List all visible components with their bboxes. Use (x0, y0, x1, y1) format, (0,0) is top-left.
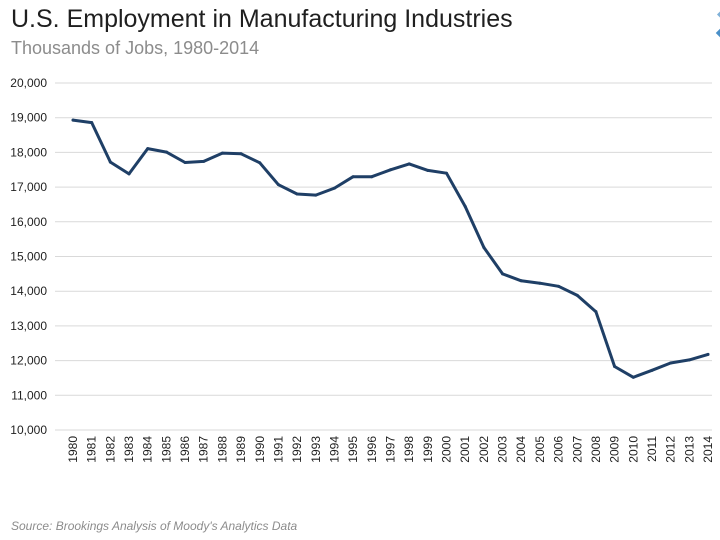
data-point (426, 168, 430, 172)
x-tick-label: 2008 (589, 436, 603, 463)
data-point (575, 293, 579, 297)
x-tick-label: 1990 (253, 436, 267, 463)
y-tick-label: 12,000 (10, 354, 47, 368)
data-point (276, 183, 280, 187)
grid-layer (55, 82, 712, 431)
series-layer (71, 118, 710, 379)
x-tick-label: 1984 (141, 436, 155, 463)
data-point (687, 358, 691, 362)
data-point (669, 361, 673, 365)
y-tick-label: 19,000 (10, 111, 47, 125)
x-tick-label: 1994 (327, 436, 341, 463)
x-tick-label: 1998 (402, 436, 416, 463)
y-tick-label: 15,000 (10, 250, 47, 264)
data-point (295, 192, 299, 196)
x-tick-label: 1989 (234, 436, 248, 463)
data-point (650, 368, 654, 372)
x-tick-label: 2005 (533, 436, 547, 463)
x-tick-label: 1983 (122, 436, 136, 463)
x-tick-label: 1996 (365, 436, 379, 463)
y-axis-ticks: 10,000 11,000 12,000 13,000 14,000 15,000 16,0… (10, 76, 47, 437)
data-point (557, 284, 561, 288)
x-tick-label: 2002 (477, 436, 491, 463)
x-tick-label: 2009 (608, 436, 622, 463)
data-point (519, 279, 523, 283)
data-point (594, 310, 598, 314)
source-note: Source: Brookings Analysis of Moody's An… (11, 519, 298, 533)
data-point (351, 175, 355, 179)
data-point (220, 151, 224, 155)
data-point (332, 186, 336, 190)
line-chart: 10,000 11,000 12,000 13,000 14,000 15,000 16,0… (10, 76, 715, 463)
data-point (613, 364, 617, 368)
x-tick-label: 2012 (664, 436, 678, 463)
data-point (258, 161, 262, 165)
x-tick-label: 2004 (514, 436, 528, 463)
data-point (127, 172, 131, 176)
x-tick-label: 2000 (440, 436, 454, 463)
series-line (71, 118, 710, 379)
chart-title: U.S. Employment in Manufacturing Industr… (11, 5, 513, 33)
x-tick-label: 2010 (626, 436, 640, 463)
data-point (108, 160, 112, 164)
y-tick-label: 17,000 (10, 180, 47, 194)
data-point (239, 152, 243, 156)
data-point (71, 118, 75, 122)
x-tick-label: 1999 (421, 436, 435, 463)
x-tick-label: 2014 (701, 436, 715, 463)
x-axis-ticks: 1980 1981 1982 1983 1984 1985 1986 1987 1988 1989… (66, 436, 715, 463)
x-tick-label: 1992 (290, 436, 304, 463)
data-point (482, 245, 486, 249)
y-tick-label: 20,000 (10, 76, 47, 90)
data-point (445, 171, 449, 175)
x-tick-label: 1987 (197, 436, 211, 463)
y-tick-label: 16,000 (10, 215, 47, 229)
x-tick-label: 2007 (570, 436, 584, 463)
x-tick-label: 1981 (85, 436, 99, 463)
data-point (370, 175, 374, 179)
x-tick-label: 1985 (159, 436, 173, 463)
data-point (501, 272, 505, 276)
data-point (164, 150, 168, 154)
data-point (706, 352, 710, 356)
x-tick-label: 1995 (346, 436, 360, 463)
y-tick-label: 11,000 (11, 388, 47, 402)
data-point (631, 375, 635, 379)
y-tick-label: 13,000 (10, 319, 47, 333)
data-point (538, 281, 542, 285)
x-tick-label: 1980 (66, 436, 80, 463)
y-tick-label: 10,000 (10, 423, 47, 437)
x-tick-label: 2013 (682, 436, 696, 463)
data-point (183, 160, 187, 164)
x-tick-label: 2011 (645, 436, 659, 462)
y-tick-label: 18,000 (10, 145, 47, 159)
x-tick-label: 1991 (271, 436, 285, 463)
data-point (202, 159, 206, 163)
x-tick-label: 2003 (496, 436, 510, 463)
data-point (463, 205, 467, 209)
x-tick-label: 2006 (552, 436, 566, 463)
x-tick-label: 1993 (309, 436, 323, 463)
chart-subtitle: Thousands of Jobs, 1980-2014 (11, 38, 260, 58)
x-tick-label: 1997 (384, 436, 398, 463)
x-tick-label: 2001 (458, 436, 472, 463)
x-tick-label: 1982 (103, 436, 117, 463)
data-point (389, 168, 392, 172)
x-tick-label: 1986 (178, 436, 192, 463)
y-tick-label: 14,000 (10, 284, 47, 298)
data-point (146, 147, 150, 151)
data-point (314, 193, 318, 197)
data-point (90, 121, 94, 125)
data-point (407, 162, 411, 166)
x-tick-label: 1988 (215, 436, 229, 463)
